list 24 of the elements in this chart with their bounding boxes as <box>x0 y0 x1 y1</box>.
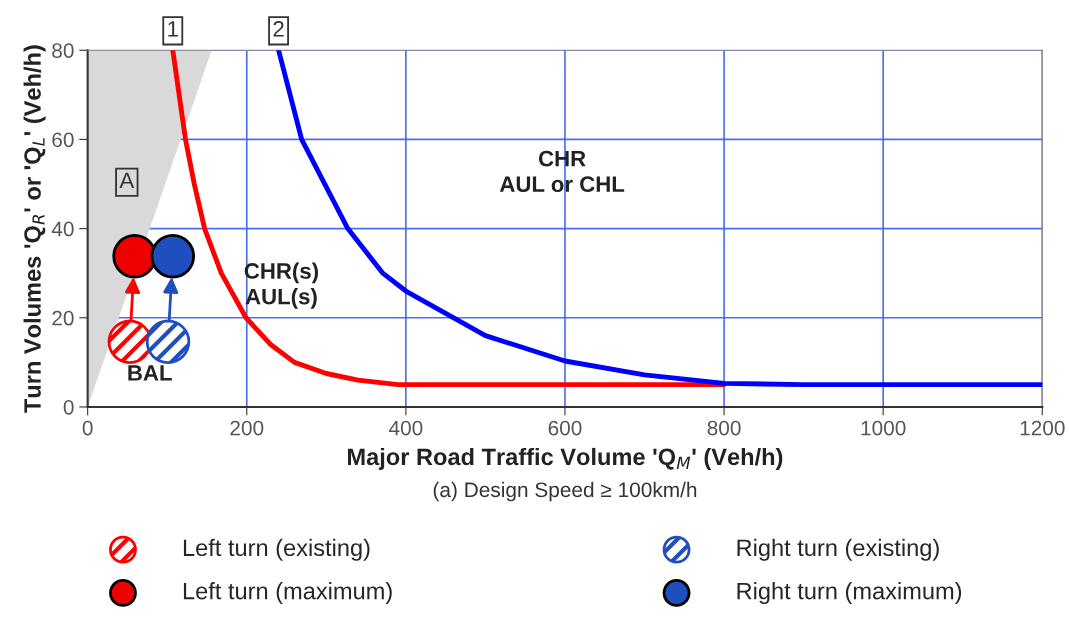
legend-label: Right turn (maximum) <box>737 582 962 605</box>
y-axis-title: Turn Volumes 'Q$_{R}$' or 'Q$_{L}$' (Veh/h) <box>23 45 46 413</box>
text: (a) Design Speed ≥ 100km/h <box>433 481 697 502</box>
legend-label: Left turn (maximum) <box>183 582 392 605</box>
x-tick-label: 1200 <box>1020 420 1065 436</box>
x-tick-label: 1000 <box>861 420 906 436</box>
annotation: 2 <box>273 21 284 37</box>
annotation: 1 <box>168 21 178 37</box>
y-tick-label: 80 <box>52 43 74 58</box>
x-axis-title: Major Road Traffic Volume 'Q$_{M}$' (Veh/h) <box>348 447 783 470</box>
x-tick-label: 800 <box>707 420 741 436</box>
line-series <box>170 50 727 388</box>
y-tick-label: 0 <box>63 399 74 415</box>
x-tick-label: 200 <box>230 420 264 436</box>
y-tick-label: 40 <box>51 221 74 237</box>
annotation: BAL <box>128 365 172 381</box>
y-tick-label: 20 <box>52 310 74 326</box>
x-tick-label: 0 <box>82 420 93 436</box>
x-tick-label: 600 <box>548 420 582 436</box>
annotation: A <box>119 172 135 188</box>
legend-label: Left turn (existing) <box>183 538 370 561</box>
legend-label: Right turn (existing) <box>737 538 939 561</box>
x-tick-label: 400 <box>388 420 423 436</box>
y-tick-label: 60 <box>52 132 74 148</box>
